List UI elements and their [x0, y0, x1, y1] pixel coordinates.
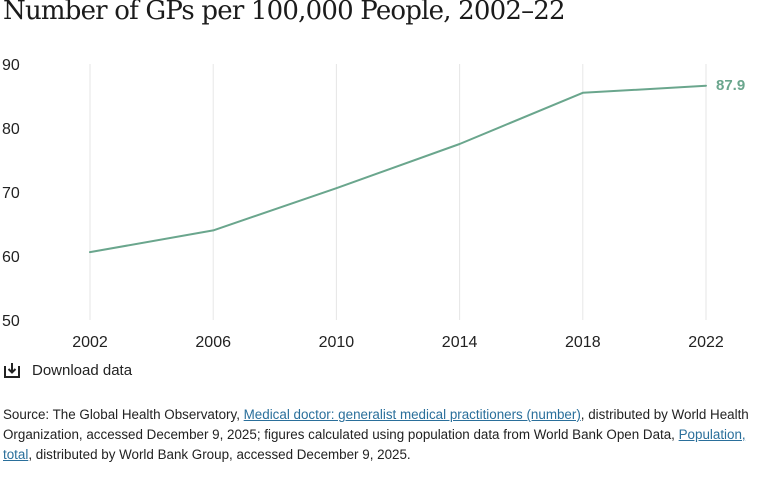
- x-tick-2014: 2014: [442, 334, 478, 351]
- end-value-label: 87.9: [716, 77, 745, 94]
- x-tick-2002: 2002: [72, 334, 108, 351]
- x-tick-2022: 2022: [688, 334, 724, 351]
- y-tick-90: 90: [2, 57, 20, 74]
- y-tick-50: 50: [2, 313, 20, 330]
- chart-grid: [89, 64, 707, 320]
- source-prefix: Source: The Global Health Observatory,: [3, 407, 244, 422]
- source-mid: , distributed by World Health Organizati…: [3, 407, 749, 442]
- x-axis-ticks: 2002 2006 2010 2014 2018 2022: [72, 334, 724, 351]
- y-tick-70: 70: [2, 185, 20, 202]
- x-tick-2018: 2018: [565, 334, 601, 351]
- download-icon: [4, 363, 20, 378]
- x-tick-2010: 2010: [319, 334, 355, 351]
- source-note: Source: The Global Health Observatory, M…: [3, 405, 771, 465]
- y-tick-60: 60: [2, 249, 20, 266]
- y-axis-ticks: 50 60 70 80 90: [2, 57, 20, 330]
- download-label: Download data: [32, 361, 133, 379]
- source-link-population[interactable]: Population, total: [3, 427, 746, 462]
- x-tick-2006: 2006: [195, 334, 231, 351]
- source-link-medical-doctor[interactable]: Medical doctor: generalist medical pract…: [243, 407, 581, 422]
- chart-series: 87.9: [89, 77, 745, 254]
- download-data-button[interactable]: Download data: [2, 360, 132, 380]
- line-chart: 50 60 70 80 90 2002 2006 2010 2014 2018 2022 87.9: [2, 57, 745, 351]
- y-tick-80: 80: [2, 121, 20, 138]
- chart-title: Number of GPs per 100,000 People, 2002–2…: [3, 0, 566, 26]
- series-line-0: [89, 84, 707, 254]
- source-suffix: , distributed by World Bank Group, acces…: [28, 447, 411, 462]
